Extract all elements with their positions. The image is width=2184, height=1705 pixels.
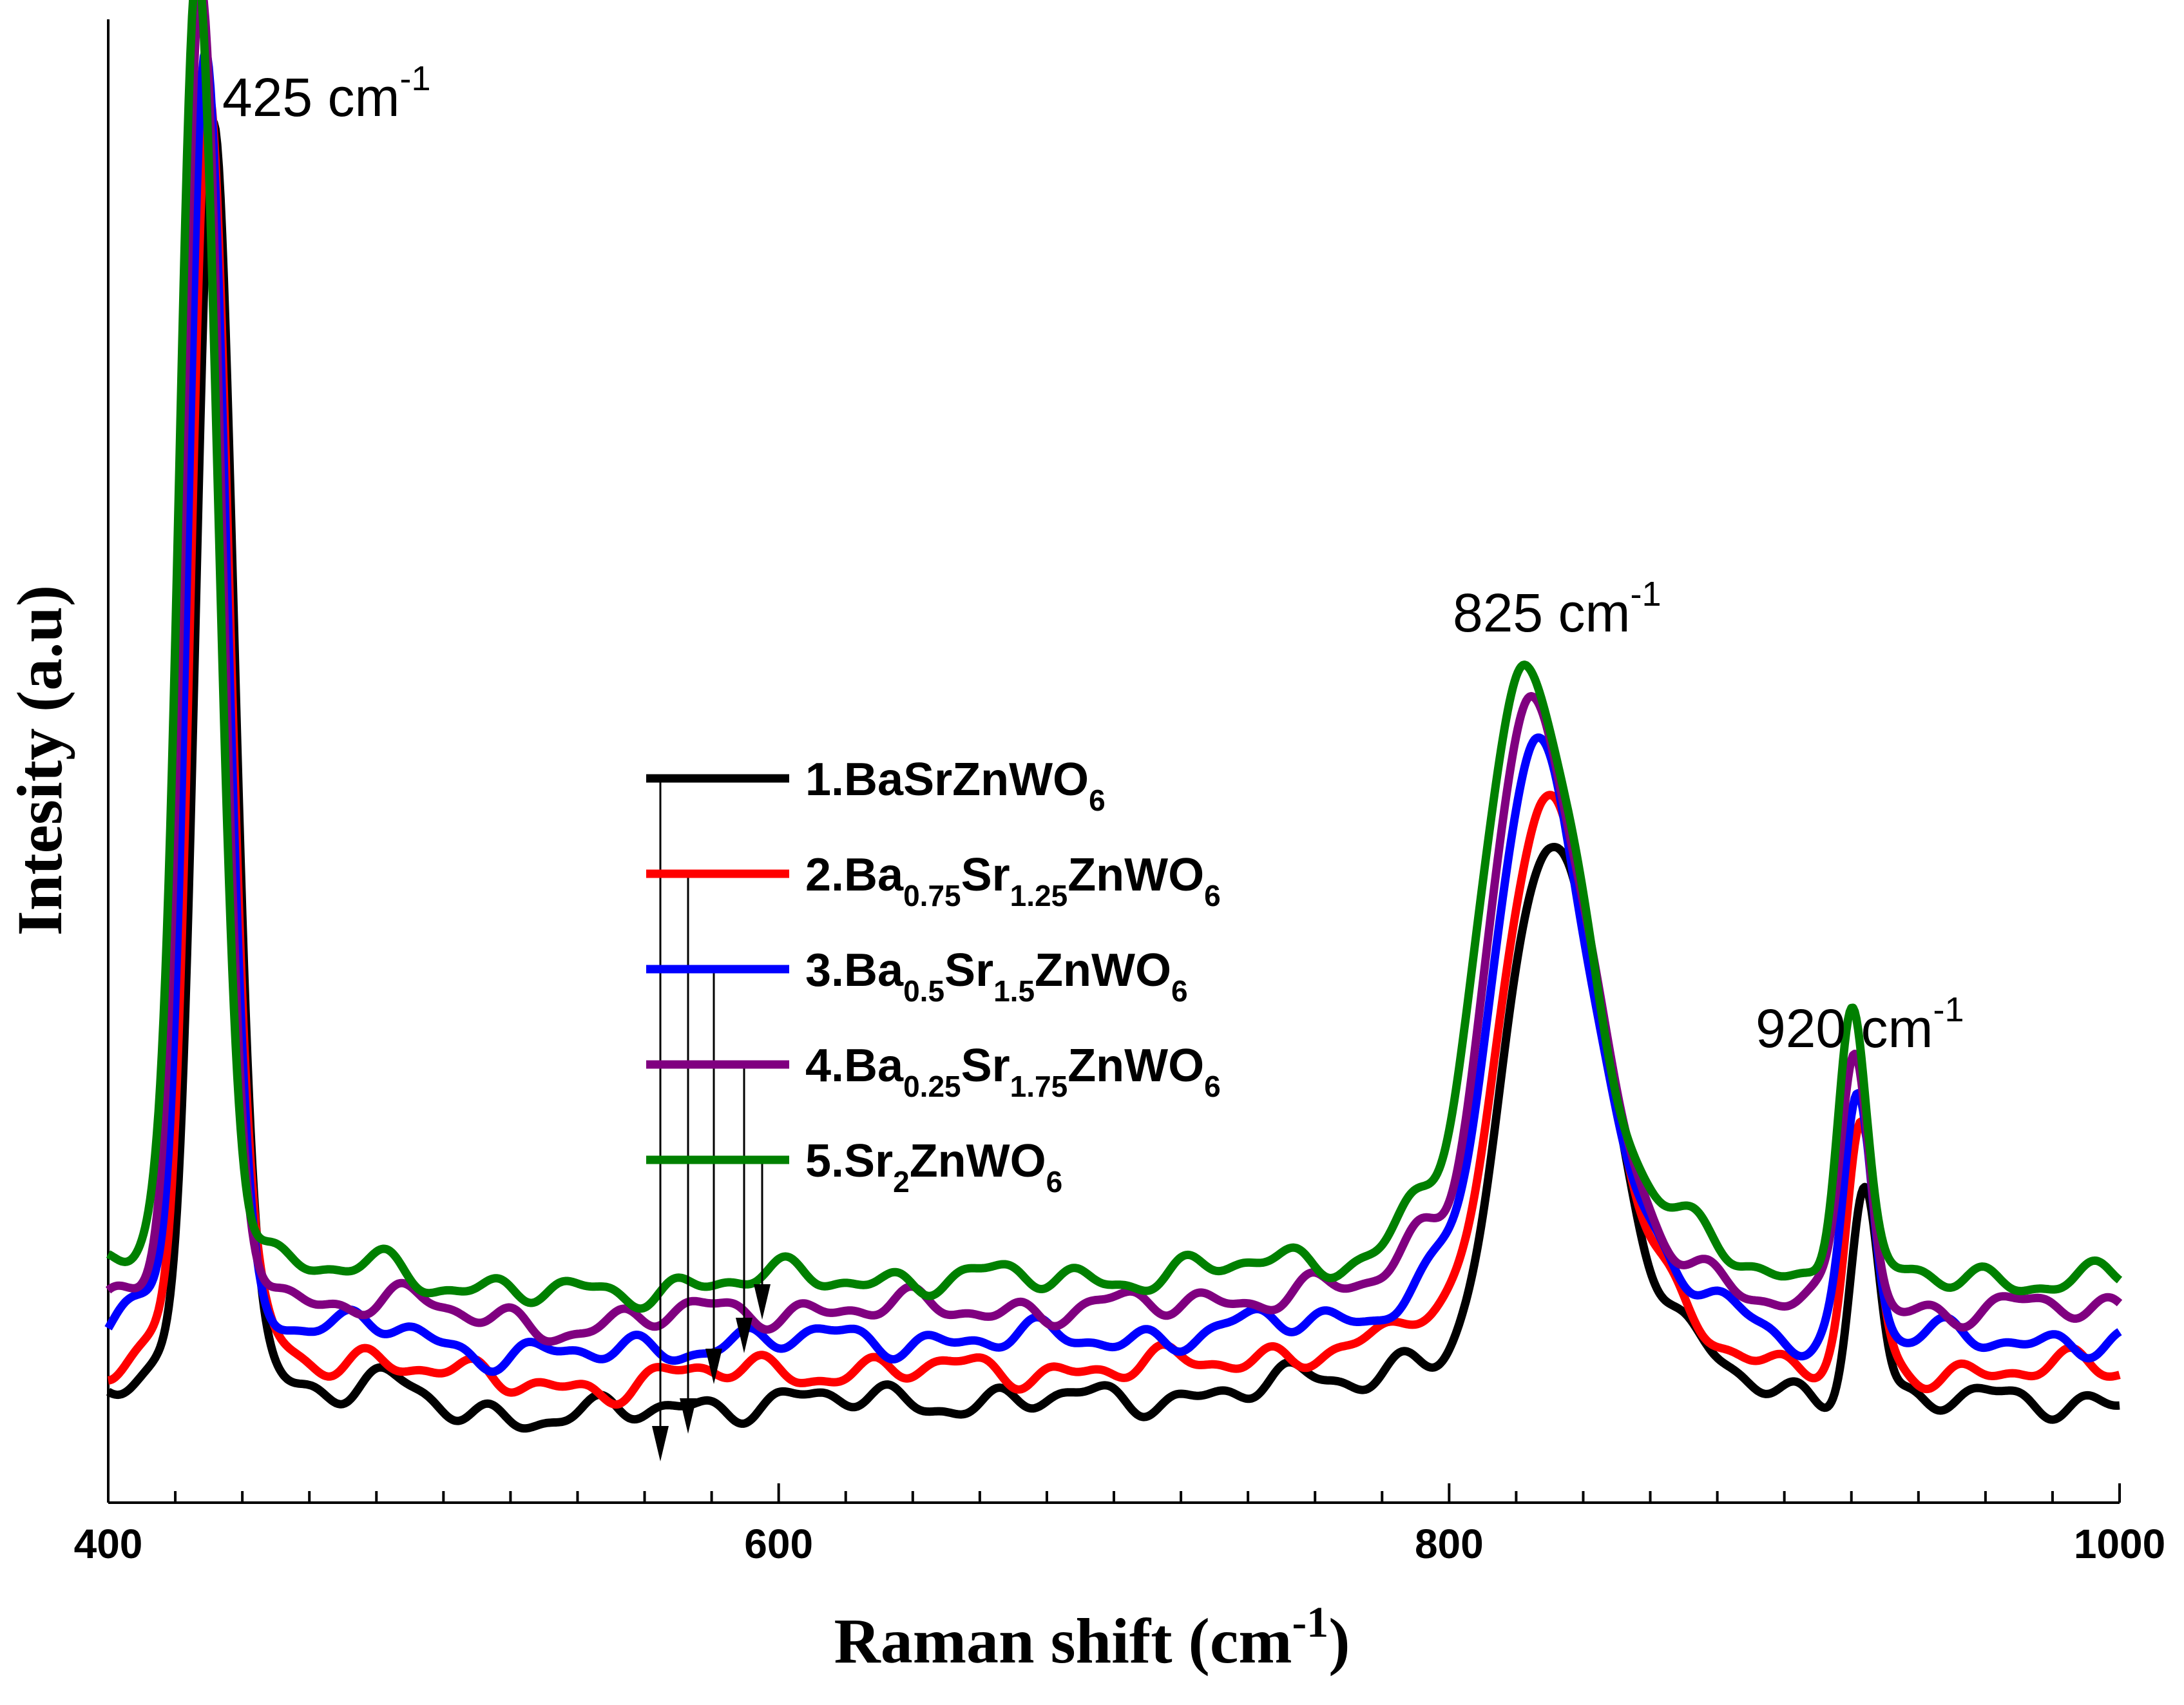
- legend-label-part: 2: [893, 1165, 910, 1199]
- peak-label-sup: -1: [399, 59, 430, 98]
- legend-label-part: Sr: [961, 1040, 1010, 1092]
- legend-label-part: ZnWO: [1068, 849, 1204, 901]
- legend-arrow-head-2: [680, 1398, 696, 1434]
- series-line-1: [106, 118, 2122, 1433]
- peak-label-920: 920 cm-1: [1756, 990, 1964, 1059]
- series-line-3: [104, 46, 2122, 1376]
- x-tick-label: 1000: [2074, 1521, 2165, 1567]
- legend-arrow-head-1: [652, 1426, 669, 1461]
- legend-arrow-head-4: [736, 1318, 752, 1353]
- plot-area: [104, 0, 2123, 1504]
- legend-label-part: Sr: [961, 849, 1010, 901]
- legend-label-part: 0.5: [903, 974, 944, 1008]
- x-tick-label: 600: [744, 1521, 813, 1567]
- minor-ticks: [107, 1483, 2121, 1503]
- legend-arrow-head-5: [754, 1284, 771, 1320]
- peak-label-text: 920 cm: [1756, 998, 1933, 1059]
- legend-label-part: 6: [1204, 879, 1221, 912]
- legend-label-part: ZnWO: [1035, 945, 1171, 996]
- x-axis-title-text: Raman shift (cm: [834, 1605, 1292, 1677]
- series-line-5: [106, 0, 2123, 1313]
- legend-label-part: 0.75: [903, 879, 961, 912]
- legend-label-5: 5.Sr2ZnWO6: [805, 1135, 1062, 1199]
- peak-label-sup: -1: [1933, 990, 1964, 1029]
- legend-label-1: 1.BaSrZnWO6: [805, 754, 1106, 817]
- legend-label-part: 1.75: [1010, 1070, 1068, 1103]
- peak-label-sup: -1: [1630, 575, 1661, 613]
- x-tick-labels: 400 600 800 1000: [74, 1521, 2166, 1567]
- series-line-2: [106, 87, 2122, 1409]
- legend-label-part: Sr: [944, 945, 993, 996]
- x-tick-label: 800: [1415, 1521, 1484, 1567]
- legend-label-part: 3.Ba: [805, 945, 904, 996]
- legend-label-part: 1.5: [993, 974, 1035, 1008]
- peak-label-text: 425 cm: [222, 67, 399, 128]
- legend-label-part: ZnWO: [1068, 1040, 1204, 1092]
- legend-label-part: 1.25: [1010, 879, 1068, 912]
- legend-label-part: 0.25: [903, 1070, 961, 1103]
- legend-label-part: 5.Sr: [805, 1135, 893, 1187]
- legend-label-part: 6: [1046, 1165, 1063, 1199]
- legend-label-part: 6: [1171, 974, 1188, 1008]
- x-axis-title: Raman shift (cm-1): [834, 1597, 1350, 1677]
- y-axis-title: Intesity (a.u): [4, 585, 75, 936]
- legend-label-part: 1.BaSrZnWO: [805, 754, 1089, 805]
- legend-label-part: 6: [1204, 1070, 1221, 1103]
- legend-label-4: 4.Ba0.25Sr1.75ZnWO6: [805, 1040, 1221, 1103]
- x-tick-label: 400: [74, 1521, 143, 1567]
- series-line-4: [105, 0, 2123, 1346]
- legend-label-3: 3.Ba0.5Sr1.5ZnWO6: [805, 945, 1188, 1008]
- legend-label-2: 2.Ba0.75Sr1.25ZnWO6: [805, 849, 1221, 912]
- series-lines: [104, 0, 2123, 1433]
- legend-label-part: 2.Ba: [805, 849, 904, 901]
- x-axis-title-sup: -1: [1292, 1597, 1329, 1646]
- peak-label-text: 825 cm: [1453, 583, 1630, 643]
- legend-label-part: 4.Ba: [805, 1040, 904, 1092]
- legend-label-part: 6: [1089, 784, 1106, 817]
- peak-label-825: 825 cm-1: [1453, 575, 1661, 643]
- x-axis-title-close: ): [1328, 1605, 1350, 1677]
- peak-label-425: 425 cm-1: [222, 59, 430, 128]
- legend-arrow-head-3: [705, 1349, 722, 1384]
- legend-label-part: ZnWO: [910, 1135, 1046, 1187]
- legend: 1.BaSrZnWO62.Ba0.75Sr1.25ZnWO63.Ba0.5Sr1…: [646, 754, 1221, 1199]
